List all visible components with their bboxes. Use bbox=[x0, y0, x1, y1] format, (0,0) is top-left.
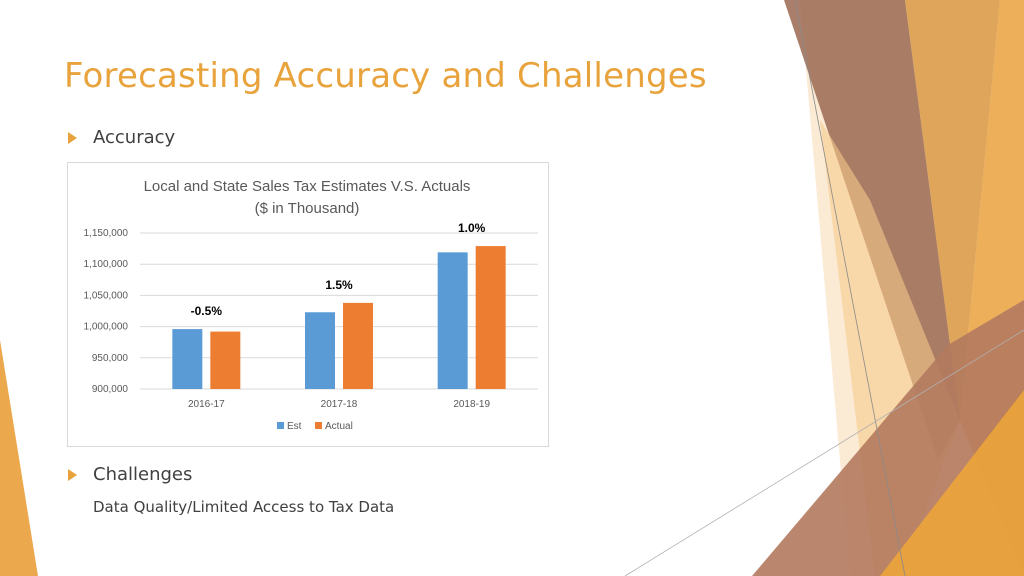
y-tick-label: 1,100,000 bbox=[84, 259, 129, 270]
bar-actual-2018-19 bbox=[475, 246, 506, 389]
deco-thin-line-2 bbox=[624, 329, 1024, 576]
x-tick-label: 2016-17 bbox=[188, 399, 225, 410]
x-tick-label: 2017-18 bbox=[321, 399, 358, 410]
bullet-accuracy-label: Accuracy bbox=[93, 127, 176, 148]
deco-thin-line bbox=[794, 0, 906, 576]
bullet-challenges: Challenges bbox=[68, 464, 192, 485]
legend-swatch-actual bbox=[315, 422, 322, 429]
legend-swatch-est bbox=[277, 422, 284, 429]
variance-label: 1.5% bbox=[325, 278, 353, 292]
y-tick-label: 1,150,000 bbox=[84, 228, 129, 239]
variance-label: 1.0% bbox=[458, 221, 486, 235]
bar-est-2018-19 bbox=[437, 252, 468, 389]
y-tick-label: 1,050,000 bbox=[84, 290, 129, 301]
bullet-arrow-icon bbox=[68, 468, 77, 481]
bar-actual-2017-18 bbox=[343, 302, 373, 389]
y-tick-label: 900,000 bbox=[92, 384, 129, 395]
deco-left-edge bbox=[0, 340, 38, 576]
chart-title-line2: ($ in Thousand) bbox=[255, 200, 360, 217]
challenges-detail: Data Quality/Limited Access to Tax Data bbox=[93, 498, 395, 516]
variance-label: -0.5% bbox=[191, 304, 223, 318]
y-tick-label: 1,000,000 bbox=[84, 322, 129, 333]
bar-actual-2016-17 bbox=[210, 331, 241, 389]
bullet-arrow-icon bbox=[68, 131, 77, 144]
chart-title-line1: Local and State Sales Tax Estimates V.S.… bbox=[144, 178, 471, 195]
legend-label: Actual bbox=[325, 421, 353, 432]
bar-est-2016-17 bbox=[172, 329, 203, 389]
bar-est-2017-18 bbox=[305, 312, 335, 389]
y-tick-label: 950,000 bbox=[92, 353, 129, 364]
deco-lower-orange-facet bbox=[880, 390, 1024, 576]
legend-label: Est bbox=[287, 421, 302, 432]
slide-title: Forecasting Accuracy and Challenges bbox=[64, 56, 707, 96]
bullet-challenges-label: Challenges bbox=[93, 464, 193, 485]
bullet-accuracy: Accuracy bbox=[68, 127, 175, 148]
bar-chart: Local and State Sales Tax Estimates V.S.… bbox=[84, 178, 538, 432]
x-tick-label: 2018-19 bbox=[453, 399, 490, 410]
chart-container: Local and State Sales Tax Estimates V.S.… bbox=[67, 162, 549, 447]
deco-gold-facet bbox=[905, 0, 1000, 420]
